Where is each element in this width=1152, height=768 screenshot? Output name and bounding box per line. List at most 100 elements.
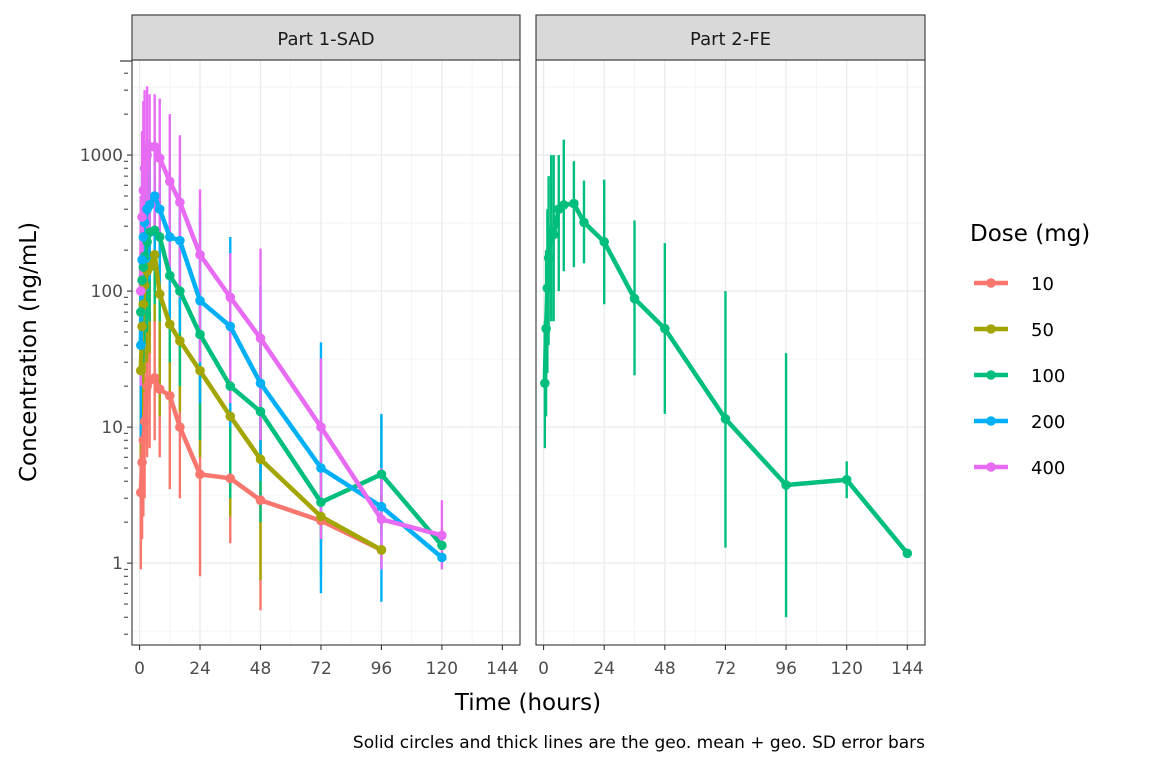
mean-point xyxy=(164,232,175,242)
mean-point xyxy=(154,384,165,394)
mean-point xyxy=(136,307,146,317)
mean-point xyxy=(225,473,236,484)
mean-point xyxy=(841,474,852,485)
mean-point xyxy=(376,501,387,512)
mean-point xyxy=(541,323,551,334)
x-tick-label: 120 xyxy=(830,659,862,679)
mean-points xyxy=(136,142,913,563)
mean-point xyxy=(154,204,165,214)
panel-backgrounds xyxy=(132,60,925,645)
mean-point xyxy=(139,416,150,427)
mean-point xyxy=(225,411,236,422)
mean-point xyxy=(599,237,610,247)
legend-key-point xyxy=(986,278,996,288)
x-tick-label: 96 xyxy=(371,659,393,679)
legend-key-point xyxy=(986,370,996,380)
mean-point xyxy=(902,548,913,559)
y-tick-label: 10 xyxy=(101,418,123,438)
mean-point xyxy=(138,262,149,272)
legend-label: 10 xyxy=(1031,274,1054,295)
mean-point xyxy=(195,295,205,306)
mean-point xyxy=(629,293,640,304)
mean-point xyxy=(136,340,146,351)
mean-point xyxy=(225,321,236,332)
mean-point xyxy=(195,249,205,260)
mean-point xyxy=(138,232,149,242)
mean-point xyxy=(164,319,175,330)
panel-background xyxy=(132,60,520,645)
mean-point xyxy=(175,286,185,296)
x-tick-label: 24 xyxy=(593,659,615,679)
legend-key-point xyxy=(986,416,996,426)
legend-item-10: 10 xyxy=(974,274,1054,295)
mean-point xyxy=(149,225,160,236)
x-tick-label: 120 xyxy=(426,659,458,679)
x-tick-label: 48 xyxy=(654,659,676,679)
mean-point xyxy=(175,422,185,432)
y-tick-label: 100 xyxy=(91,282,123,302)
x-tick-label: 48 xyxy=(250,659,272,679)
mean-point xyxy=(437,530,447,541)
mean-line-400 xyxy=(138,144,445,538)
x-axis: 0 24 48 72 96 120 144 0 24 48 72 96 120 144 xyxy=(134,645,924,679)
mean-point xyxy=(149,142,160,152)
x-tick-label: 144 xyxy=(486,659,518,679)
mean-point xyxy=(316,422,326,432)
mean-point xyxy=(781,480,791,490)
strip-part2 xyxy=(535,14,926,61)
strip-label-part1: Part 1-SAD xyxy=(277,29,374,50)
mean-point xyxy=(255,333,266,344)
mean-point xyxy=(558,200,569,210)
mean-point xyxy=(149,249,160,260)
mean-point xyxy=(316,511,326,522)
legend-item-50: 50 xyxy=(974,320,1054,341)
mean-point xyxy=(144,200,155,210)
mean-point xyxy=(149,191,160,201)
mean-point xyxy=(142,150,152,160)
mean-point xyxy=(542,283,553,294)
mean-point xyxy=(579,217,589,228)
mean-point xyxy=(175,336,185,346)
legend-item-400: 400 xyxy=(974,458,1065,479)
mean-point xyxy=(164,176,175,187)
x-tick-label: 0 xyxy=(538,659,549,679)
strip-label-part2: Part 2-FE xyxy=(690,29,771,50)
legend-key-point xyxy=(986,462,996,472)
x-tick-label: 144 xyxy=(891,659,923,679)
mean-point xyxy=(543,253,554,263)
mean-point xyxy=(164,390,175,401)
mean-point xyxy=(720,414,731,424)
legend: Dose (mg) 10 50 100 200 400 xyxy=(970,221,1090,479)
mean-point xyxy=(137,212,147,222)
mean-point xyxy=(136,487,146,498)
mean-point xyxy=(569,198,579,209)
mean-point xyxy=(316,497,326,508)
mean-point xyxy=(175,235,185,246)
legend-label: 100 xyxy=(1031,366,1065,387)
strip-part1 xyxy=(131,14,521,61)
x-tick-label: 24 xyxy=(189,659,211,679)
mean-point xyxy=(437,552,447,563)
mean-point xyxy=(139,163,150,174)
panel-background xyxy=(536,60,925,645)
mean-point xyxy=(376,469,387,480)
x-tick-label: 72 xyxy=(310,659,332,679)
mean-point xyxy=(137,275,147,286)
mean-point xyxy=(195,469,205,480)
mean-point xyxy=(195,365,205,376)
y-axis: 1 10 100 1000 xyxy=(80,60,132,635)
mean-point xyxy=(376,545,387,555)
mean-point xyxy=(255,495,266,506)
y-axis-title: Concentration (ng/mL) xyxy=(16,222,42,482)
mean-point xyxy=(376,514,387,525)
mean-point xyxy=(255,378,266,389)
mean-point xyxy=(175,197,185,208)
mean-point xyxy=(660,323,670,334)
mean-point xyxy=(136,286,146,296)
mean-point xyxy=(154,289,165,299)
mean-point xyxy=(255,454,266,465)
mean-point xyxy=(136,365,146,376)
mean-point xyxy=(437,540,447,551)
y-tick-label: 1000 xyxy=(80,146,123,166)
